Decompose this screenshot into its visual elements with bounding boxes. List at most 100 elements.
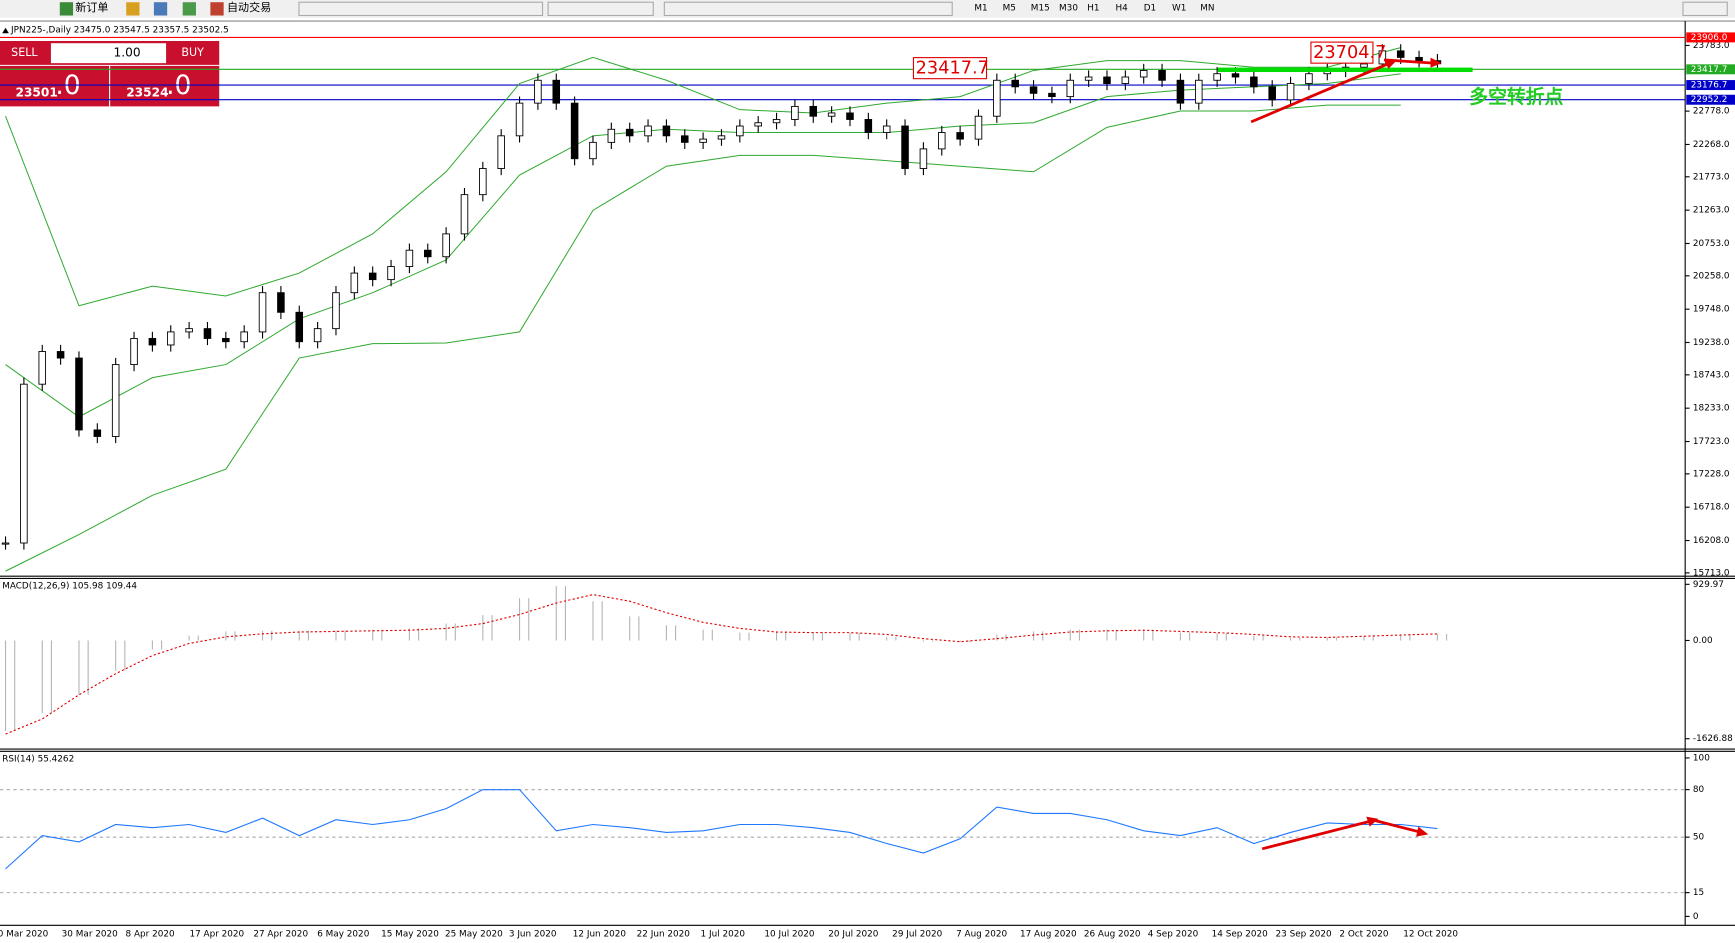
y-tick-label: 22268.0 [1693, 140, 1730, 150]
candle [75, 357, 83, 431]
y-tick-label: 19238.0 [1693, 338, 1730, 348]
candle [919, 148, 928, 169]
candle [1305, 73, 1313, 84]
x-tick-label: 14 Sep 2020 [1212, 930, 1268, 940]
y-tick-label: 16208.0 [1693, 536, 1730, 546]
x-tick-label: 23 Sep 2020 [1276, 930, 1332, 940]
annotation: 23704.7 [1313, 43, 1386, 63]
auto-trading[interactable]: 自动交易 [227, 0, 271, 14]
toolbar-icon[interactable] [153, 2, 168, 16]
ask-main[interactable]: 23524 [126, 86, 168, 100]
new-order-icon[interactable] [59, 2, 74, 16]
candle [185, 328, 193, 333]
timeframe-button[interactable]: H4 [1116, 3, 1129, 13]
sell-button[interactable]: SELL [11, 46, 38, 59]
candle [56, 351, 65, 359]
search[interactable] [1682, 1, 1728, 17]
candle [717, 135, 726, 140]
y-tick-label: 15713.0 [1693, 568, 1730, 578]
y-tick-label: 18233.0 [1693, 404, 1730, 414]
candle [625, 128, 634, 137]
candle [1250, 76, 1258, 88]
auto-trading-icon[interactable] [210, 2, 224, 16]
x-tick-label: 8 Apr 2020 [126, 930, 175, 940]
toolbar-icon[interactable] [182, 2, 196, 16]
candle [1103, 76, 1111, 84]
buy-button[interactable]: BUY [181, 46, 204, 59]
x-tick-label: 20 Jul 2020 [828, 930, 878, 940]
timeframe-button[interactable]: MN [1200, 3, 1214, 13]
y-tick-label: 22778.0 [1693, 107, 1730, 117]
candle [681, 135, 689, 143]
candle [460, 194, 469, 235]
candle [277, 292, 285, 313]
lot-size[interactable]: 1.00 [114, 46, 141, 60]
candle [552, 79, 561, 104]
candle [1286, 83, 1295, 101]
candle [93, 429, 102, 437]
annotation: 多空转折点 [1469, 85, 1563, 108]
rsi-arrow [1261, 819, 1372, 851]
x-tick-label: 2 Oct 2020 [1339, 930, 1388, 940]
candle [20, 383, 28, 544]
timeframe-button[interactable]: H1 [1087, 3, 1099, 13]
candle [1139, 70, 1148, 78]
candle [1378, 50, 1387, 65]
timeframe-button[interactable]: M30 [1059, 3, 1078, 13]
price-tag-label: 23176.7 [1691, 81, 1728, 91]
bid-main[interactable]: 23501 [16, 86, 58, 100]
toolbar-icon[interactable] [126, 2, 140, 16]
bollinger-band [5, 47, 1401, 307]
new-order[interactable]: 新订单 [75, 0, 108, 14]
candle [38, 351, 47, 385]
candle [607, 128, 616, 143]
lot-box[interactable] [50, 43, 167, 64]
candle [442, 233, 450, 258]
candle [589, 141, 597, 160]
price-tag [1686, 94, 1735, 105]
y-tick-label: 17228.0 [1693, 469, 1730, 479]
arrow-head [1416, 826, 1429, 837]
candle [791, 105, 799, 120]
y-tick-label: 18743.0 [1693, 370, 1730, 380]
turning-level [1217, 67, 1473, 73]
collapse-icon[interactable] [2, 27, 9, 34]
candle [754, 122, 762, 127]
y-tick-label: 50 [1693, 833, 1705, 843]
trend-arrow [1383, 58, 1434, 65]
x-tick-label: 25 May 2020 [445, 930, 503, 940]
candle [1011, 79, 1019, 88]
y-tick-label: 80 [1693, 785, 1705, 795]
x-tick-label: 3 Jun 2020 [509, 930, 557, 940]
x-tick-label: 29 Jul 2020 [892, 930, 942, 940]
candle [1396, 50, 1405, 58]
timeframe-button[interactable]: M5 [1003, 3, 1016, 13]
candle [1415, 56, 1423, 62]
candle [736, 125, 744, 137]
timeframe-button[interactable]: W1 [1172, 3, 1186, 13]
panel-title: MACD(12,26,9) 105.98 109.44 [2, 582, 137, 592]
y-tick-label: 16718.0 [1693, 503, 1730, 513]
candle [166, 331, 175, 346]
candle [882, 125, 891, 133]
price-tag-label: 23417.7 [1691, 65, 1728, 75]
candle [515, 102, 524, 137]
toolbar-tools[interactable] [547, 1, 654, 17]
candle [295, 311, 304, 343]
y-tick-label: 21773.0 [1693, 172, 1730, 182]
timeframe-button[interactable]: M1 [974, 3, 987, 13]
arrow-head [1366, 816, 1379, 827]
x-tick-label: 30 Mar 2020 [62, 930, 119, 940]
candle [1231, 73, 1240, 78]
timeframe-button[interactable]: M15 [1031, 3, 1050, 13]
candle [1066, 79, 1075, 98]
toolbar-tools[interactable] [298, 1, 544, 17]
trend-arrow [1250, 61, 1391, 124]
x-tick-label: 4 Sep 2020 [1148, 930, 1199, 940]
toolbar-draw[interactable] [663, 1, 953, 17]
candle [313, 328, 322, 343]
candle [405, 249, 414, 267]
candle [1158, 70, 1166, 81]
timeframe-button[interactable]: D1 [1144, 3, 1156, 13]
